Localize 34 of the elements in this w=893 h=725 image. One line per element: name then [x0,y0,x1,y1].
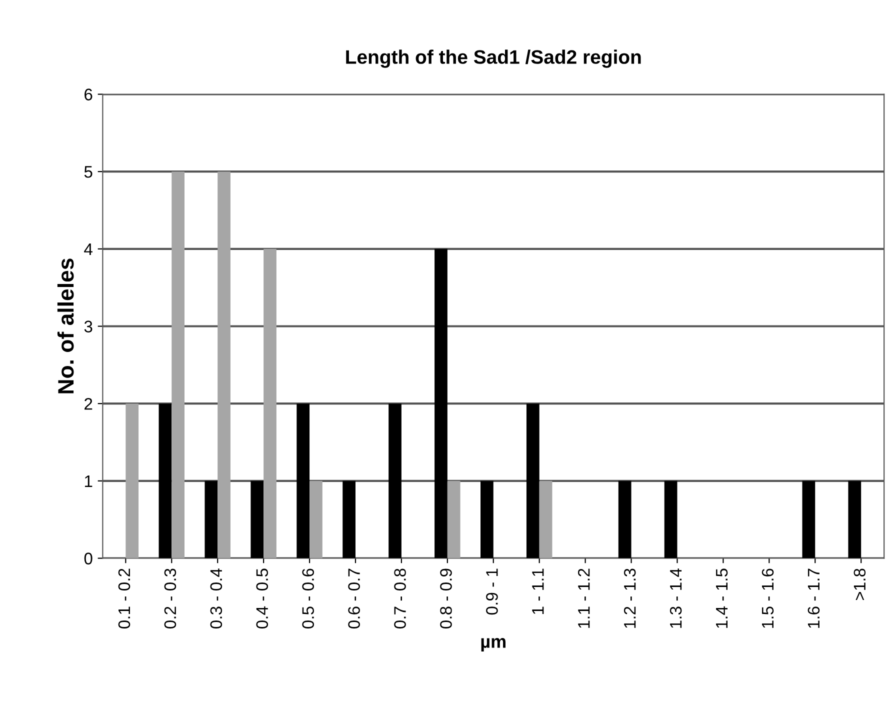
x-tick-label: 0.5 - 0.6 [302,568,314,628]
x-tick-label: 0.2 - 0.3 [164,568,176,628]
x-tick-label: 1 - 1.1 [532,568,544,614]
y-tick-label: 6 [84,88,92,100]
bar [310,480,322,558]
y-tick-label: 2 [84,398,92,410]
bar [126,404,139,558]
bar [264,248,276,558]
bar [539,480,552,558]
x-tick-label: 0.9 - 1 [486,568,498,615]
y-tick-label: 3 [84,320,92,332]
bar [218,172,230,558]
x-tick-label: >1.8 [854,568,866,600]
x-tick-label: 0.3 - 0.4 [210,568,222,628]
y-axis-title: No. of alleles [57,258,74,394]
chart-title: Length of the Sad1 /Sad2 region [346,50,641,68]
bar [172,172,185,558]
y-tick-label: 5 [84,166,92,178]
x-tick-label: 0.1 - 0.2 [118,568,130,628]
y-tick-label: 1 [84,475,92,487]
y-tick-label: 4 [84,243,92,255]
x-tick-label: 1.4 - 1.5 [716,568,728,628]
x-tick-label: 1.6 - 1.7 [808,568,820,628]
x-tick-label: 0.6 - 0.7 [348,568,360,628]
x-tick-label: 1.3 - 1.4 [670,568,682,628]
bar [447,480,460,558]
x-tick-label: 1.5 - 1.6 [762,568,774,628]
x-tick-label: 1.1 - 1.2 [578,568,590,628]
x-tick-label: 1.2 - 1.3 [624,568,636,628]
x-tick-label: 0.4 - 0.5 [256,568,268,628]
x-tick-label: 0.8 - 0.9 [440,568,452,628]
x-tick-label: 0.7 - 0.8 [394,568,406,628]
x-axis-title: µm [481,638,506,652]
y-tick-label: 0 [84,552,92,564]
